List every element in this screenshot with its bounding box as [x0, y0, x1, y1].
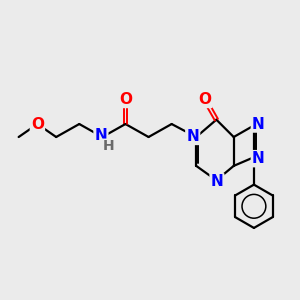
Text: N: N — [94, 128, 107, 143]
Text: N: N — [252, 116, 265, 131]
Text: O: O — [31, 116, 44, 131]
Text: N: N — [252, 151, 265, 166]
Text: N: N — [211, 174, 223, 189]
Text: H: H — [102, 139, 114, 153]
Text: N: N — [186, 129, 199, 144]
Text: O: O — [198, 92, 211, 107]
Text: O: O — [119, 92, 132, 107]
